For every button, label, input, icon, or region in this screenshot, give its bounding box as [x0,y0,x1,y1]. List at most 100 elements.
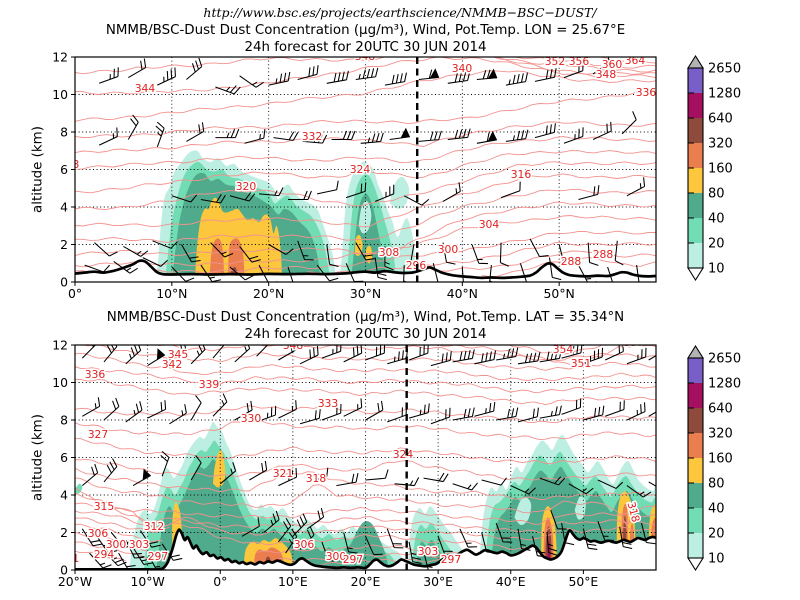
wind-barb [430,407,451,425]
wind-barb [302,134,328,144]
wind-barb [461,266,473,282]
wind-barb [394,477,420,487]
wind-barb [212,393,228,417]
x-tick-label: 10°N [156,286,187,301]
wind-barb [157,67,176,86]
y-tick-label: 4 [60,199,68,214]
svg-text:360: 360 [602,58,623,71]
x-tick-label: 10°E [278,574,308,589]
wind-barb [268,71,291,86]
wind-barb [96,535,118,554]
wind-barb [123,245,149,257]
wind-barb [597,479,624,489]
wind-barb [604,345,624,361]
wind-barb [186,57,203,80]
wind-barb [563,61,584,79]
wind-barb [297,240,314,261]
y-tick-label: 0 [60,562,68,577]
colorbar-tick-label: 2650 [708,352,741,367]
colorbar-tick-label: 1280 [708,87,741,102]
wind-barb [496,407,519,421]
grid-lines [75,57,656,282]
svg-text:297: 297 [343,553,364,566]
wind-barb [171,194,198,203]
wind-barb [169,404,187,425]
wind-barb [386,528,404,549]
wind-barb [519,263,536,282]
wind-barb [147,348,166,367]
wind-barb [326,244,339,267]
wind-barb [256,405,277,423]
wind-barb [132,468,152,487]
panel-1-title: NMMB/BSC-Dust Dust Concentration (µg/m³)… [105,23,626,38]
wind-barb [648,397,656,417]
wind-barb [481,532,496,554]
colorbar-segment [688,508,703,533]
colorbar-over-arrow [687,54,704,69]
wind-barb [169,345,187,361]
panel-1-subtitle: 24h forecast for 20UTC 30 JUN 2014 [244,40,487,55]
wind-barb [640,522,656,545]
wind-barb [139,530,161,548]
wind-barb [621,111,637,135]
wind-barb [619,526,633,549]
wind-barb [387,349,408,365]
wind-barb [583,405,605,421]
x-tick-label: 0° [213,574,227,589]
wind-barb [345,182,367,199]
x-tick-label: 30°N [350,286,381,301]
y-tick-label: 0 [60,274,68,289]
wind-barb [605,400,625,417]
colorbar-segment [688,218,703,243]
svg-text:345: 345 [168,348,189,361]
wind-barb [200,194,226,204]
wind-barb [648,345,656,361]
wind-barb [249,460,268,481]
wind-barb [500,181,521,199]
wind-barb [365,536,383,556]
y-tick-label: 8 [60,124,68,139]
wind-barb [343,398,363,417]
wind-barb [103,397,120,421]
wind-barb [268,244,294,255]
colorbar-segment [688,383,703,408]
wind-barb [389,127,411,141]
wind-barb [418,68,440,81]
colorbar-segment [688,358,703,383]
wind-barb [403,195,430,206]
svg-text:321: 321 [273,467,294,480]
wind-barb [496,347,519,361]
wind-barb [355,67,379,81]
colorbar-tick-label: 20 [708,237,725,252]
wind-barb [278,467,298,487]
svg-text:316: 316 [511,168,532,181]
wind-barb [299,345,319,365]
wind-barb [297,65,319,81]
wind-barb [583,347,604,365]
wind-barb [263,510,280,533]
wind-barb [210,242,234,258]
wind-barb [103,458,118,483]
svg-text:303: 303 [129,538,150,551]
svg-text:288: 288 [593,248,614,261]
wind-barb [505,72,528,86]
svg-text:324: 324 [350,163,371,176]
wind-barb [365,469,389,481]
colorbar-segment [688,193,703,218]
svg-text:332: 332 [302,130,323,143]
wind-barb [384,246,394,271]
y-tick-label: 8 [60,412,68,427]
wind-barb [548,257,562,281]
wind-barb [98,127,118,146]
wind-barb [190,455,202,481]
svg-text:324: 324 [393,448,414,461]
wind-barb [331,130,356,141]
wind-barb [82,397,101,417]
wind-barb [510,485,536,495]
svg-text:304: 304 [479,218,500,231]
y-tick-label: 12 [52,49,68,64]
